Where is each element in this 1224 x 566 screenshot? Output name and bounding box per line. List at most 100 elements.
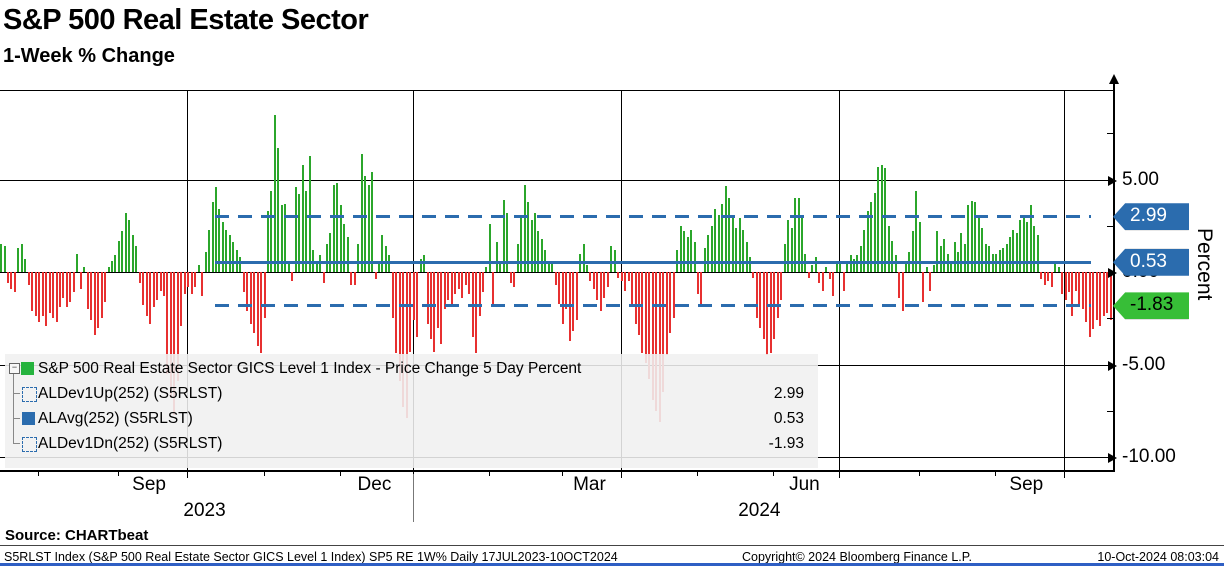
bar [215,186,217,272]
bar [558,272,561,304]
bar [769,272,772,354]
legend-row-dev-up[interactable]: ALDev1Up(252) (S5RLST) 2.99 [5,381,818,406]
bar [152,272,155,308]
bar [457,272,460,289]
bar [52,272,54,319]
bar [752,272,755,278]
x-month-label: Sep [1009,474,1044,495]
legend-row-dev-dn[interactable]: ALDev1Dn(252) (S5RLST) -1.93 [5,431,818,456]
bar [1022,218,1025,273]
legend-expander-icon[interactable]: − [9,363,20,374]
bar [1102,272,1105,317]
bar [1009,236,1011,273]
bar [228,235,231,272]
bar [329,233,332,273]
bar [294,186,297,272]
x-year-label: 2024 [738,500,781,521]
bar [672,272,675,319]
bar [447,272,450,300]
legend-row-avg[interactable]: ALAvg(252) (S5RLST) 0.53 [5,406,818,431]
bar [925,266,928,273]
bar [984,244,987,273]
bar [1026,222,1029,273]
bar [277,148,280,273]
bar [62,272,65,298]
bar [1015,233,1018,273]
bar [693,242,696,272]
x-minor-tick [918,470,920,476]
y-major-tick-arrow-icon [1108,175,1117,186]
bar [527,201,529,272]
bar [169,272,172,398]
legend-tree-stub [13,418,20,419]
x-minor-tick [38,470,40,476]
legend-devup-value: 2.99 [773,385,804,402]
bar [891,240,894,273]
bar [818,272,821,284]
avg-line [214,260,1091,264]
bar [1095,272,1098,321]
bar [301,164,304,272]
bar [915,190,918,272]
bar [332,185,335,273]
bar [402,272,405,408]
bar [606,272,609,287]
bar [1106,272,1109,313]
bar [315,260,318,272]
bar [13,272,16,293]
bar [800,216,803,272]
bar [104,272,106,302]
bar [755,272,758,319]
bar [111,260,113,272]
bar [530,220,533,272]
y-major-tick-arrow-icon [1108,268,1117,279]
bar [950,262,952,273]
bar [464,272,467,285]
bar [284,203,287,273]
solid-line-swatch-icon [22,412,35,425]
bar [513,272,516,287]
bar [839,262,842,273]
bar [124,212,127,272]
bar [745,242,748,272]
bar [180,272,183,326]
bar [596,272,599,300]
bar [409,272,412,352]
bar [516,244,519,273]
y-minor-tick [1107,133,1115,135]
v-gridline [839,90,841,478]
bar [72,272,75,293]
bar [814,257,817,272]
bar [651,272,654,400]
bar [728,198,731,272]
legend-row-series[interactable]: S&P 500 Real Estate Sector GICS Level 1 … [5,356,818,381]
bar [1109,272,1112,321]
bar [263,272,266,319]
bar [547,260,550,272]
bar [398,272,401,382]
source-attribution: Source: CHARTbeat [5,527,149,544]
bar [963,244,966,273]
bar [3,246,6,272]
bar [360,153,363,272]
bar [509,272,512,284]
bar [190,272,193,295]
bar [735,227,738,272]
bar [291,272,294,282]
bar [374,272,377,280]
bar [873,192,876,273]
bar [717,214,720,273]
bar [943,238,946,272]
x-minor-tick [488,470,490,476]
bar [357,244,360,273]
bar [208,229,210,273]
page-subtitle: 1-Week % Change [3,45,175,67]
bar [1054,262,1057,273]
bar [832,272,835,297]
bar [412,272,415,321]
bar [981,227,984,272]
bar [856,255,859,273]
bar [218,209,221,272]
bar [707,235,710,272]
bar [936,231,939,272]
